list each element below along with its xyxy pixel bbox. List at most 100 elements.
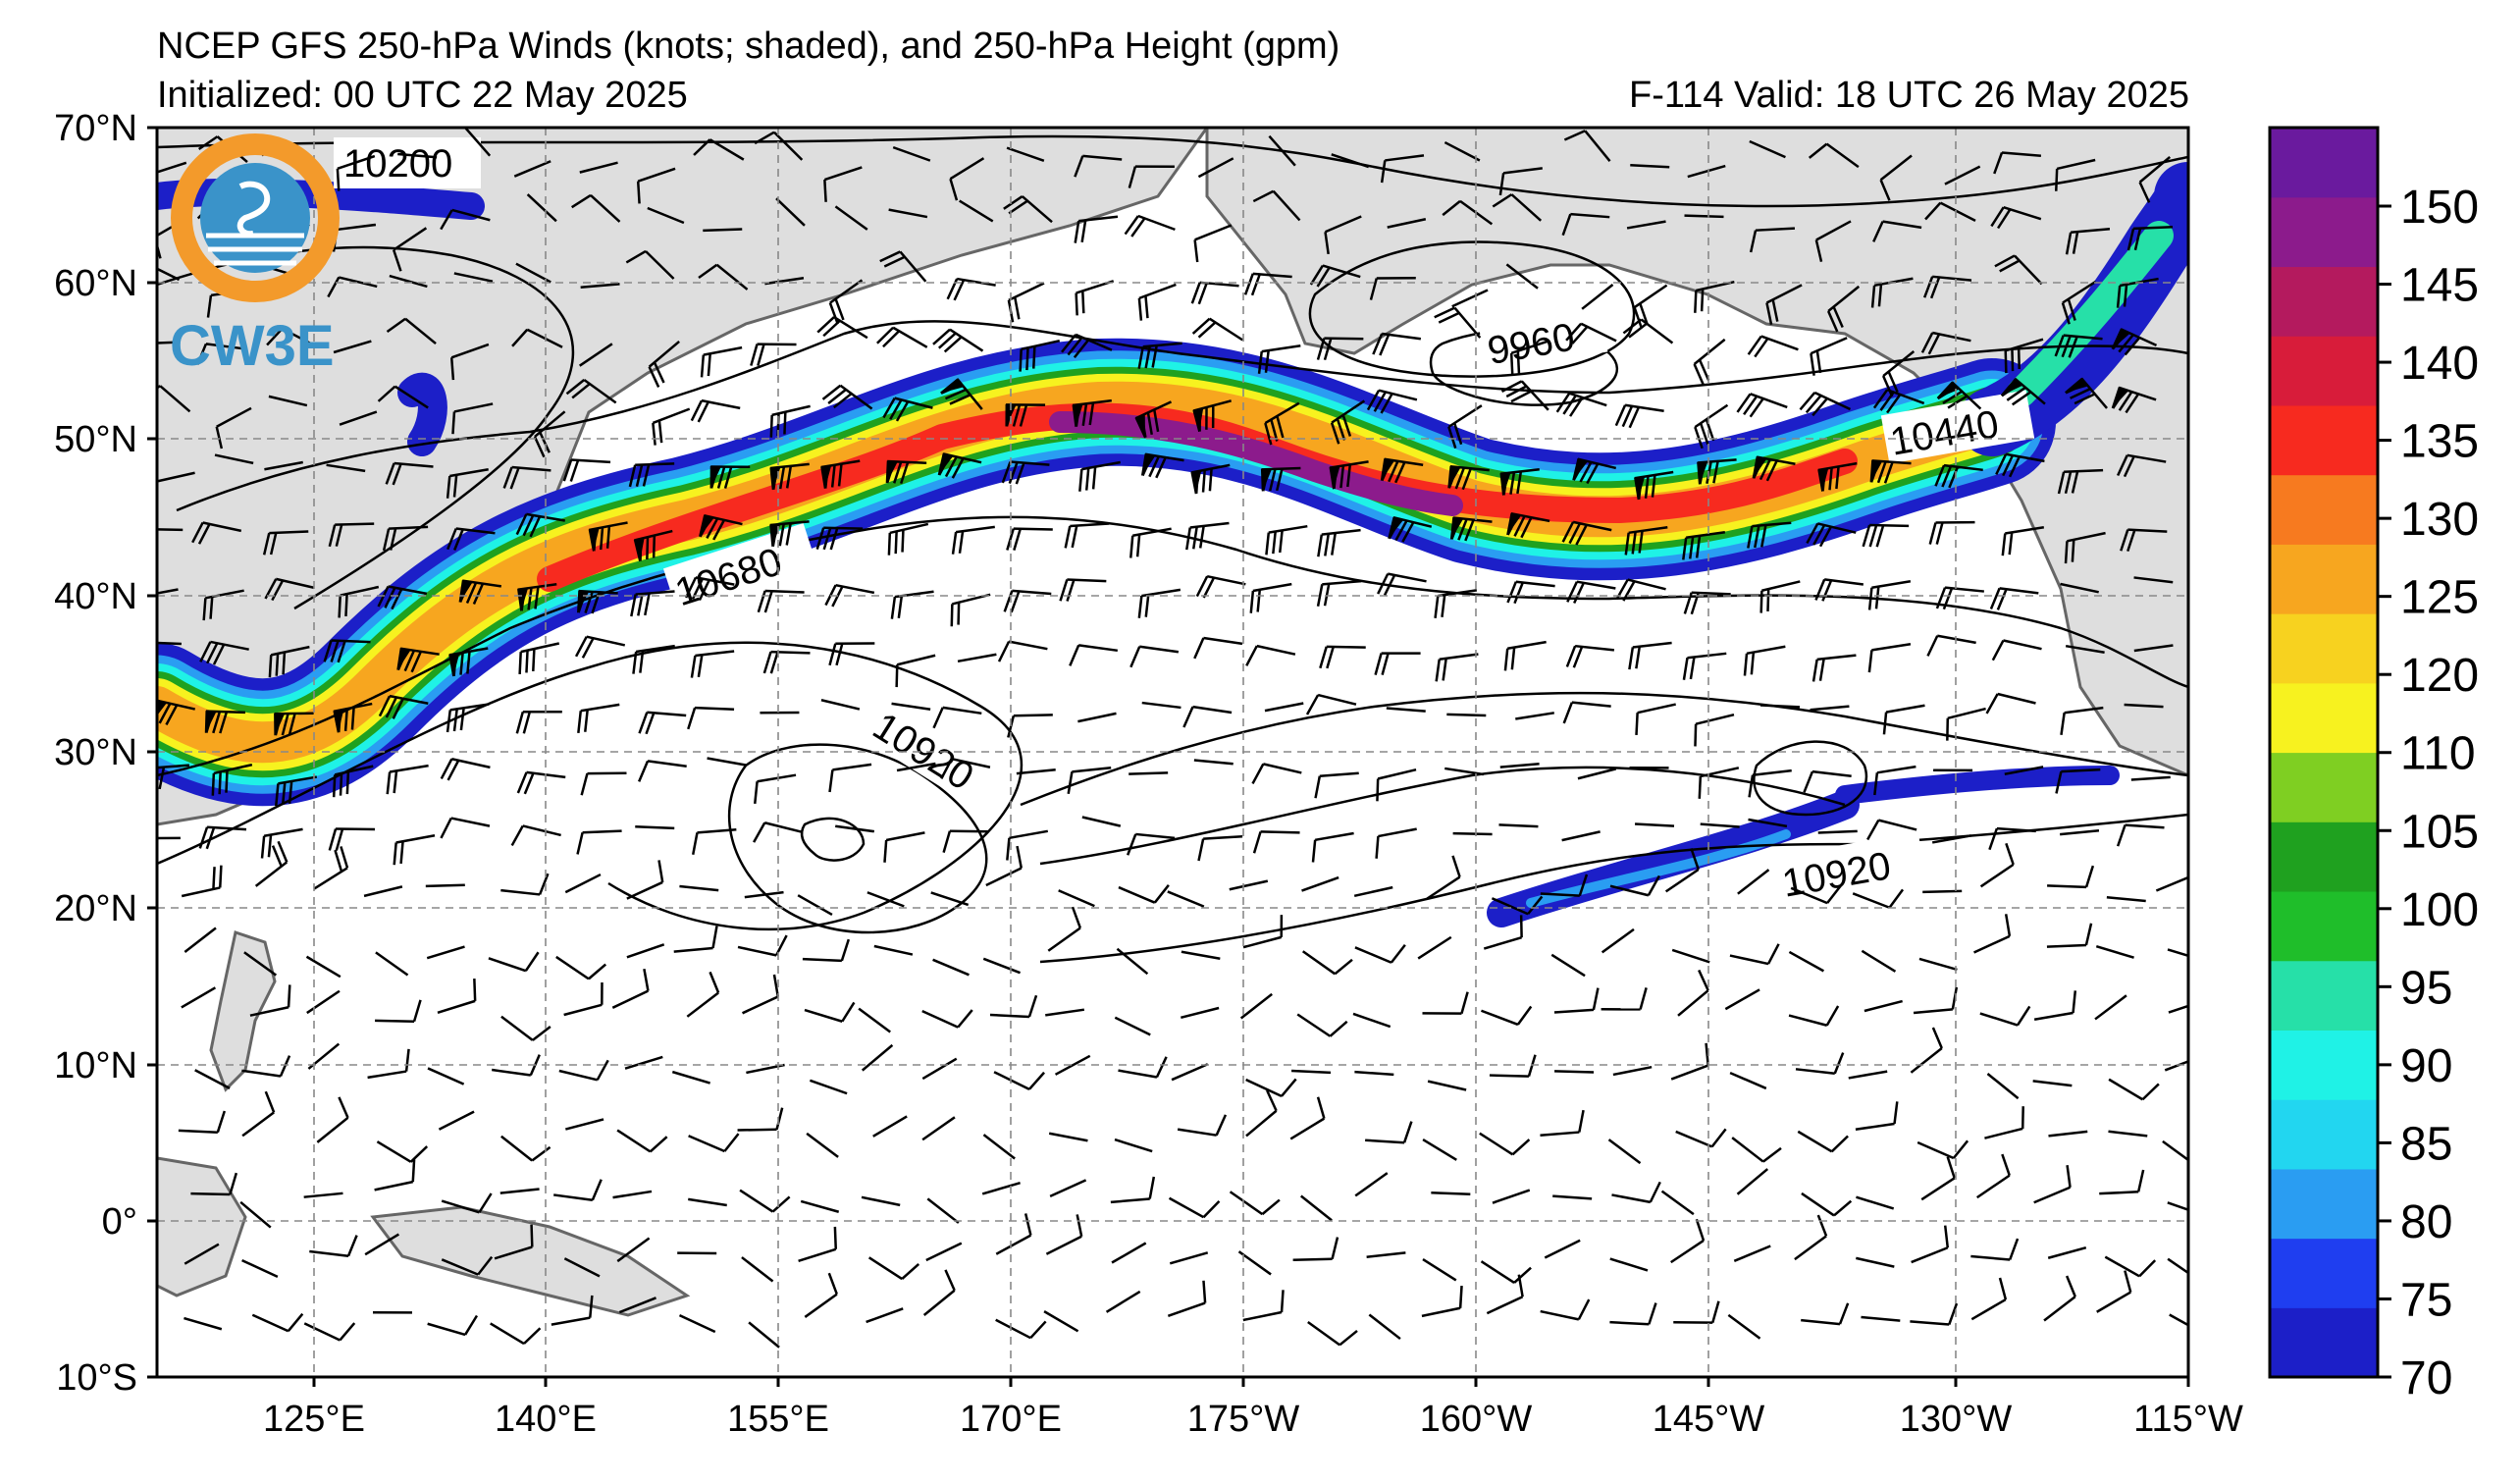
wind-barb — [463, 128, 492, 157]
wind-barb — [1289, 1096, 1326, 1140]
wind-barb — [2095, 944, 2134, 959]
wind-barb — [921, 1009, 973, 1029]
wind-barb — [2164, 1060, 2188, 1072]
wind-barb — [157, 641, 182, 646]
wind-barb — [1879, 154, 1913, 201]
wind-barb — [942, 829, 989, 853]
wind-barb — [1670, 1218, 1706, 1264]
wind-barb — [1861, 949, 1897, 973]
wind-barb — [579, 161, 618, 174]
wind-barb — [386, 317, 437, 345]
wind-barb — [553, 1179, 603, 1202]
wind-barb — [1168, 1196, 1221, 1219]
wind-barb — [2061, 280, 2097, 325]
lat-label: 70°N — [54, 108, 137, 149]
logo-globe — [200, 163, 310, 273]
wind-barb — [636, 167, 676, 204]
wind-barb — [392, 227, 428, 272]
wind-barb — [828, 642, 875, 666]
lon-label: 140°E — [495, 1399, 597, 1440]
colorbar-tick-label: 130 — [2400, 494, 2479, 546]
wind-barb — [518, 642, 560, 674]
wind-barb — [611, 968, 650, 1009]
wind-barb — [985, 845, 1024, 887]
wind-barb — [1731, 1137, 1782, 1163]
wind-barb — [1483, 915, 1523, 950]
wind-barb — [959, 199, 994, 223]
wind-barb — [1852, 888, 1905, 909]
wind-barb — [1498, 167, 1543, 196]
wind-barb — [449, 343, 490, 381]
colorbar-swatch — [2270, 336, 2378, 406]
wind-barb — [239, 1200, 272, 1229]
wind-barb — [1675, 1128, 1727, 1148]
wind-barb — [1562, 701, 1611, 724]
wind-barb — [332, 765, 374, 798]
wind-barb — [305, 955, 341, 979]
wind-barb — [688, 1197, 727, 1207]
wind-barb — [562, 458, 611, 482]
colorbar-swatch — [2270, 1099, 2378, 1170]
wind-barb — [397, 152, 438, 159]
wind-barb — [1365, 1121, 1413, 1144]
wind-barb — [1540, 1109, 1585, 1138]
wind-barb — [565, 1118, 604, 1131]
colorbar-swatch — [2270, 404, 2378, 476]
wind-barb — [580, 771, 627, 796]
wind-barb — [823, 166, 863, 202]
wind-barb — [558, 1059, 609, 1082]
wind-barb — [612, 1190, 653, 1199]
wind-barb — [2133, 644, 2174, 653]
wind-barb — [157, 836, 181, 840]
colorbar-swatch — [2270, 890, 2378, 962]
wind-barb — [500, 1135, 551, 1162]
wind-barb — [551, 1295, 594, 1326]
wind-barb — [214, 453, 254, 465]
wind-barb — [1924, 201, 1976, 222]
wind-barb — [1492, 193, 1543, 222]
wind-barb — [1790, 884, 1843, 905]
wind-barb — [861, 1043, 894, 1072]
wind-barb — [1803, 769, 1852, 793]
wind-barb — [184, 1243, 220, 1265]
wind-barb — [367, 1048, 410, 1080]
wind-barb — [1634, 470, 1674, 501]
wind-barb — [1421, 1285, 1463, 1318]
wind-barb — [204, 710, 245, 734]
wind-barb — [446, 527, 496, 551]
wind-barb — [2032, 1080, 2073, 1087]
wind-barb — [157, 588, 179, 595]
wind-barb — [1140, 452, 1184, 479]
wind-barb — [1245, 1089, 1278, 1138]
wind-barb — [2124, 703, 2164, 709]
wind-barb — [1979, 1005, 2031, 1027]
wind-barb — [184, 1316, 223, 1331]
wind-barb — [1544, 1239, 1581, 1259]
wind-barb — [630, 590, 675, 617]
wind-barb — [2001, 526, 2045, 556]
wind-barb — [1540, 1298, 1591, 1321]
wind-barb — [1624, 526, 1668, 556]
colorbar-tick-label: 80 — [2400, 1196, 2452, 1248]
wind-barb — [1067, 766, 1112, 795]
wind-barb — [377, 385, 429, 409]
wind-barb — [490, 1322, 542, 1346]
wind-barb — [1182, 705, 1233, 728]
wind-barb — [215, 406, 252, 450]
wind-barb — [1265, 524, 1308, 556]
wind-barb — [922, 1269, 956, 1316]
wind-barb — [1422, 1139, 1457, 1161]
wind-barb — [737, 1107, 784, 1132]
wind-barb — [1749, 139, 1786, 159]
wind-barb — [1794, 1214, 1828, 1261]
wind-barb — [2094, 994, 2127, 1021]
wind-barb — [885, 459, 927, 485]
wind-barb — [2048, 1130, 2088, 1138]
wind-barb — [574, 635, 626, 659]
wind-barb — [2117, 453, 2167, 478]
wind-barb — [1922, 889, 1963, 894]
wind-barb — [249, 984, 291, 1017]
wind-barb — [804, 1001, 856, 1023]
wind-barb — [1601, 927, 1635, 954]
lon-label: 175°W — [1187, 1399, 1300, 1440]
